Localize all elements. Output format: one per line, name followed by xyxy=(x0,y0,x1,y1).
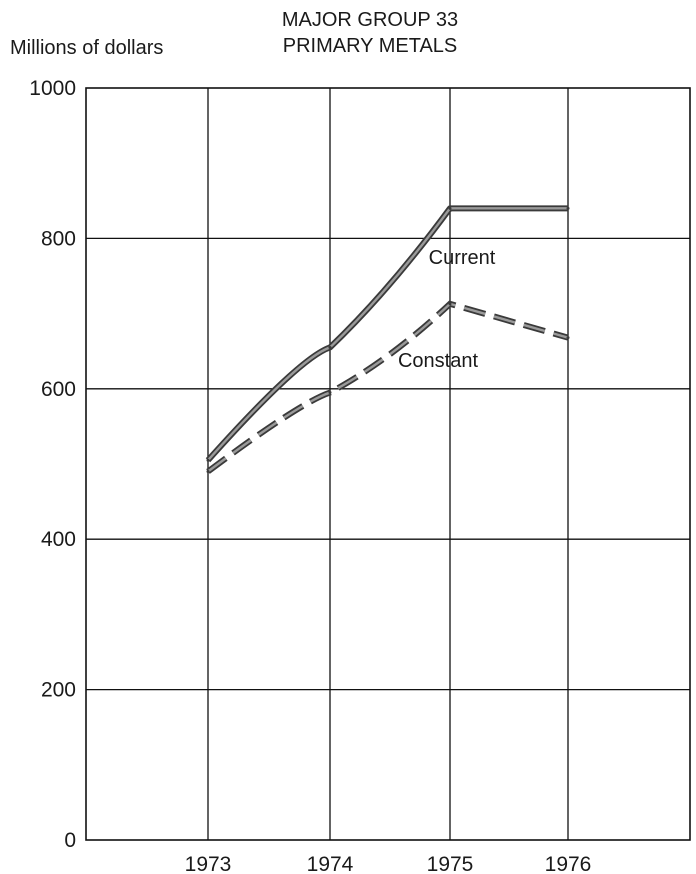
series-label-current: Current xyxy=(429,247,496,269)
data-point xyxy=(206,458,210,462)
y-tick-label: 600 xyxy=(41,378,76,401)
data-point xyxy=(566,206,570,210)
series-line-outline xyxy=(205,205,568,463)
series-constant xyxy=(206,300,570,474)
data-point xyxy=(566,336,570,340)
y-axis-label: Millions of dollars xyxy=(10,37,163,59)
y-tick-label: 0 xyxy=(64,829,76,852)
chart-subtitle: PRIMARY METALS xyxy=(283,35,458,57)
series-label-constant: Constant xyxy=(398,350,478,372)
x-tick-label: 1974 xyxy=(307,853,354,874)
series-line xyxy=(207,302,569,473)
data-point xyxy=(328,391,332,395)
data-point xyxy=(448,302,452,306)
data-point xyxy=(328,345,332,349)
x-tick-label: 1976 xyxy=(545,853,592,874)
series-line-outline xyxy=(206,300,569,474)
y-tick-label: 400 xyxy=(41,528,76,551)
x-tick-label: 1975 xyxy=(427,853,474,874)
y-tick-label: 1000 xyxy=(29,77,76,100)
series-line xyxy=(207,207,568,462)
data-point xyxy=(448,206,452,210)
chart-title: MAJOR GROUP 33 xyxy=(282,9,458,31)
series-current xyxy=(205,205,570,463)
y-tick-label: 800 xyxy=(41,227,76,250)
data-point xyxy=(206,470,210,474)
x-tick-label: 1973 xyxy=(185,853,232,874)
plot-frame xyxy=(85,87,691,841)
y-tick-label: 200 xyxy=(41,679,76,702)
